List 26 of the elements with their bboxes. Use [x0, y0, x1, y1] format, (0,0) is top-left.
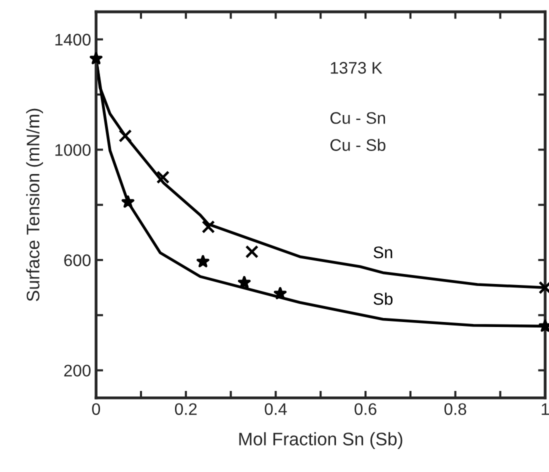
point — [118, 129, 132, 143]
point — [202, 220, 215, 234]
annotation: Cu - Sb — [330, 138, 386, 151]
x-tick-label: 0.4 — [264, 403, 287, 415]
x-axis-title: Mol Fraction Sn (Sb) — [239, 432, 402, 450]
y-tick-label: 200 — [64, 364, 91, 377]
x-tick-label: 0.2 — [174, 403, 197, 415]
x-tick-label: 1 — [542, 403, 549, 415]
point — [196, 255, 210, 268]
point — [122, 195, 134, 208]
y-tick-label: 600 — [64, 254, 91, 266]
annotation: Cu - Sn — [330, 112, 386, 124]
y-axis-title: Surface Tension (mN/m) — [26, 108, 44, 302]
series-label: Sn — [374, 246, 392, 258]
x-tick-label: 0.6 — [354, 403, 376, 415]
series-label: Sb — [374, 292, 393, 305]
point — [156, 170, 170, 184]
point — [238, 276, 251, 288]
y-tick-label: 1400 — [55, 34, 91, 46]
point — [90, 52, 102, 64]
point — [274, 287, 287, 300]
x-tick-label: 0 — [92, 403, 100, 415]
y-tick-label: 1000 — [55, 144, 91, 156]
annotation: 1373 K — [330, 62, 382, 74]
point — [245, 245, 259, 258]
x-tick-label: 0.8 — [444, 403, 466, 415]
